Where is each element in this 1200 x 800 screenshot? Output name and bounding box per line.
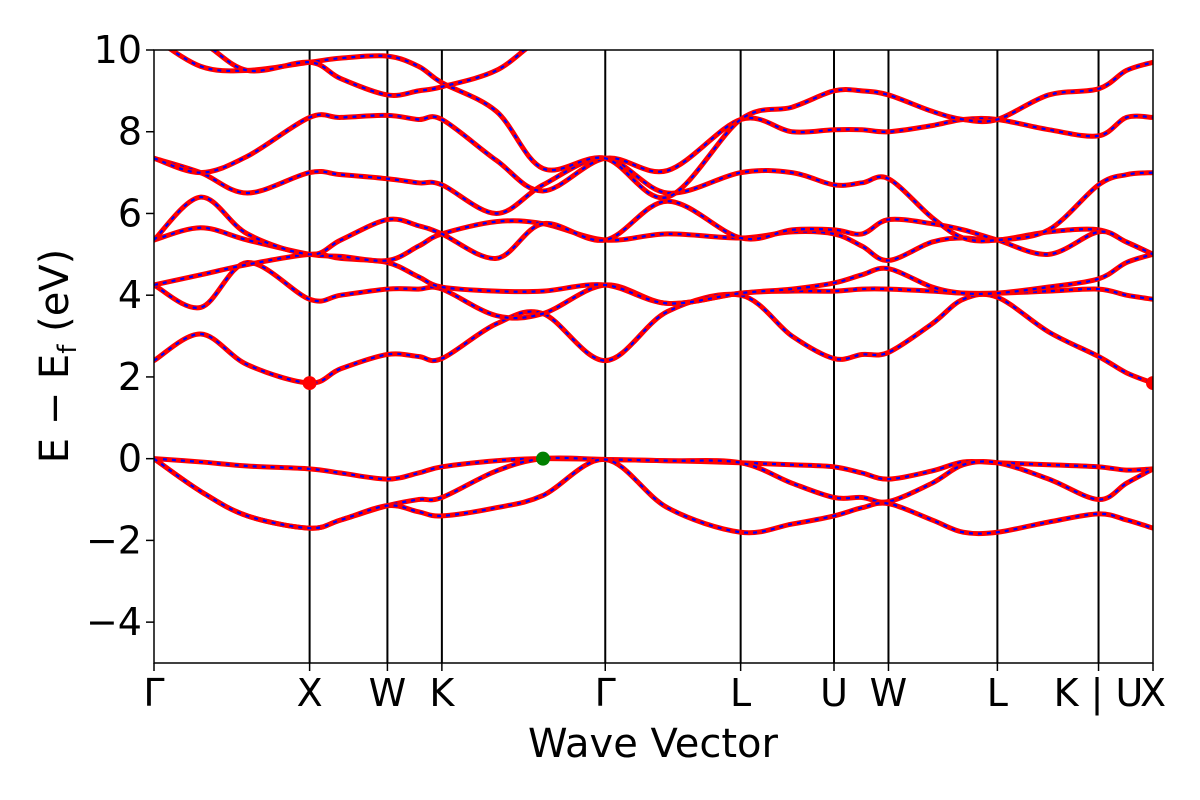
band-line-dashed-1: [154, 456, 1153, 530]
y-axis-label: E − Ef (eV): [32, 249, 83, 464]
y-tick-label-5: 6: [118, 191, 142, 235]
band-line-dashed-10: [169, 50, 1153, 199]
band-line-dashed-2: [154, 457, 1153, 535]
x-tick-label-10: X: [1140, 671, 1166, 715]
y-tick-label-7: 10: [94, 28, 142, 72]
y-tick-label-3: 2: [118, 355, 142, 399]
band-edge-marker-2: [536, 451, 551, 466]
y-tick-label-0: −4: [86, 600, 142, 644]
x-tick-label-9: K | U: [1054, 671, 1144, 716]
y-tick-label-2: 0: [118, 437, 142, 481]
band-lines: [154, 50, 1153, 537]
band-line-11: [209, 50, 529, 98]
plot-frame: [153, 49, 1154, 664]
x-tick-label-6: U: [820, 671, 848, 715]
x-tick-label-7: W: [870, 671, 908, 715]
y-tick-label-4: 4: [118, 273, 142, 317]
x-tick-label-1: X: [297, 671, 323, 715]
band-line-dashed-8: [154, 157, 1153, 243]
y-axis-ticks: −4 −2 0 2 4 6 8 10: [86, 28, 154, 644]
kpoint-vertical-lines: [308, 50, 1100, 663]
x-tick-label-8: L: [987, 671, 1008, 715]
x-tick-label-3: K: [429, 671, 455, 715]
band-line-dashed-3: [154, 293, 1153, 385]
x-tick-label-0: Γ: [143, 671, 164, 715]
y-tick-label-1: −2: [86, 518, 142, 562]
band-edge-marker-1: [1146, 376, 1153, 391]
y-tick-label-6: 8: [118, 110, 142, 154]
x-axis-label: Wave Vector: [528, 721, 779, 767]
x-tick-label-2: W: [369, 671, 407, 715]
x-tick-label-5: L: [730, 671, 751, 715]
band-edge-markers: [302, 376, 1153, 466]
x-tick-label-4: Γ: [595, 671, 616, 715]
band-line-9: [154, 112, 1153, 194]
band-line-dashed-9: [154, 113, 1153, 193]
band-line-3: [154, 291, 1153, 386]
y-axis-label-main: E − E: [32, 354, 78, 464]
band-line-dashed-7: [154, 196, 1153, 260]
y-axis-label-unit: (eV): [32, 249, 78, 345]
y-axis-label-subscript: f: [53, 344, 83, 354]
band-line-dashed-5: [154, 253, 1153, 305]
band-edge-marker-0: [302, 376, 317, 391]
